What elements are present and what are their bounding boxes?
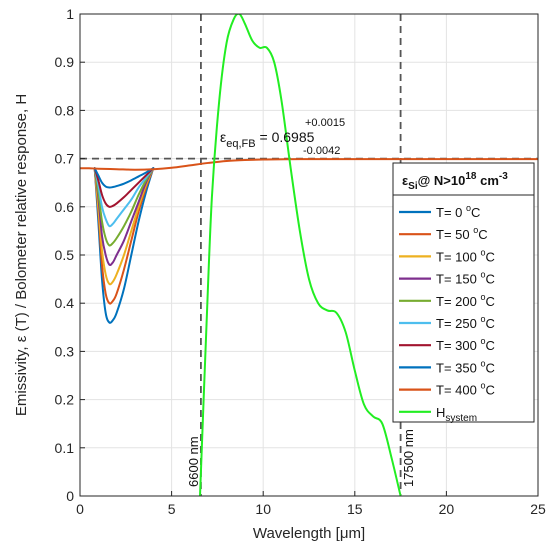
legend-label-subscript: system	[445, 413, 477, 424]
eps-annotation: εeq,FB = 0.6985	[220, 129, 315, 150]
series-line-t-250-c	[93, 167, 155, 228]
series-line-t-400-c	[80, 158, 538, 171]
series-line-t-50-c	[93, 167, 155, 305]
x-tick-label: 25	[530, 501, 546, 517]
legend-entries: T= 0 oCT= 50 oCT= 100 oCT= 150 oCT= 200 …	[399, 203, 495, 424]
legend-label-text: H	[436, 405, 445, 420]
legend-label-degree: o	[480, 381, 485, 391]
legend-label-t-100-c: T= 100 oC	[436, 247, 495, 264]
axis-ticks: 0 5 10 15 20 25 0 0.1 0.2 0.3 0.4 0.5 0.6 0.7 0.8 0.9 1	[55, 6, 546, 517]
legend-label-degree: o	[480, 314, 485, 324]
legend-label-t-400-c: T= 400 oC	[436, 381, 495, 398]
x-tick-label: 0	[76, 501, 84, 517]
legend-label-t-200-c: T= 200 oC	[436, 292, 495, 309]
y-tick-label: 0.6	[55, 199, 75, 215]
y-axis-label: Emissivity, ε (T) / Bolometer relative r…	[13, 94, 30, 416]
legend-label-unit: C	[485, 338, 494, 353]
legend-label-text: T= 250	[436, 316, 480, 331]
y-tick-label: 1	[66, 6, 74, 22]
legend-title: εSi@ N>1018 cm-3	[402, 171, 508, 192]
legend-label-degree: o	[480, 336, 485, 346]
right-cutoff-label: 17500 nm	[401, 429, 416, 487]
x-tick-label: 5	[168, 501, 176, 517]
series-line-h-system	[199, 14, 402, 496]
legend-label-unit: C	[485, 272, 494, 287]
series-line-t-150-c	[93, 167, 155, 266]
legend-box	[392, 194, 535, 423]
legend-label-t-350-c: T= 350 oC	[436, 358, 495, 375]
eps-plus-annotation: +0.0015	[305, 117, 345, 129]
eps-symbol: ε	[220, 129, 226, 145]
series-line-t-200-c	[93, 167, 155, 247]
legend-label-degree: o	[480, 292, 485, 302]
legend-title-si: Si	[408, 181, 418, 192]
legend-label-text: T= 350	[436, 360, 480, 375]
legend-title-eps: ε	[402, 173, 408, 188]
legend-label-unit: C	[485, 316, 494, 331]
legend-label-t-0-c: T= 0 oC	[436, 203, 480, 220]
legend-label-unit: C	[485, 249, 494, 264]
eps-value: = 0.6985	[256, 129, 315, 145]
legend-label-text: T= 200	[436, 294, 480, 309]
y-tick-label: 0.8	[55, 102, 75, 118]
x-axis-label: Wavelength [μm]	[253, 525, 365, 542]
legend-title-exp: 18	[465, 171, 477, 182]
legend-title-n: @ N>10	[418, 173, 466, 188]
y-tick-label: 0.9	[55, 54, 75, 70]
series-line-t-350-c	[93, 167, 155, 189]
legend-label-degree: o	[480, 270, 485, 280]
x-tick-label: 15	[347, 501, 363, 517]
legend-label-t-300-c: T= 300 oC	[436, 336, 495, 353]
series-line-t-300-c	[93, 167, 155, 208]
legend-label-text: T= 150	[436, 272, 480, 287]
legend: εSi@ N>1018 cm-3 T= 0 oCT= 50 oCT= 100 o…	[392, 162, 535, 424]
legend-label-unit: C	[485, 360, 494, 375]
legend-label-text: T= 100	[436, 249, 480, 264]
legend-label-text: T= 300	[436, 338, 480, 353]
legend-label-degree: o	[473, 225, 478, 235]
y-tick-label: 0.1	[55, 440, 75, 456]
y-tick-label: 0.4	[55, 295, 75, 311]
eps-minus-annotation: -0.0042	[303, 145, 340, 157]
legend-label-text: T= 400	[436, 383, 480, 398]
y-tick-label: 0.7	[55, 151, 75, 167]
legend-label-unit: C	[485, 383, 494, 398]
y-tick-label: 0.3	[55, 343, 75, 359]
y-tick-label: 0.5	[55, 247, 75, 263]
legend-label-degree: o	[480, 247, 485, 257]
series-line-t-100-c	[93, 167, 155, 286]
series-line-t-0-c	[93, 167, 155, 324]
legend-title-box	[392, 162, 535, 196]
legend-label-t-50-c: T= 50 oC	[436, 225, 488, 242]
eps-subscript: eq,FB	[226, 138, 255, 150]
legend-label-text: T= 50	[436, 227, 473, 242]
legend-label-h-system: Hsystem	[436, 405, 477, 424]
left-cutoff-label: 6600 nm	[186, 436, 201, 487]
legend-label-degree: o	[480, 358, 485, 368]
legend-label-text: T= 0	[436, 205, 466, 220]
x-tick-label: 20	[439, 501, 455, 517]
legend-title-unit: cm	[476, 173, 498, 188]
x-tick-label: 10	[255, 501, 271, 517]
legend-label-degree: o	[466, 203, 471, 213]
series-lines	[80, 14, 538, 496]
legend-label-t-250-c: T= 250 oC	[436, 314, 495, 331]
y-tick-label: 0.2	[55, 392, 75, 408]
legend-label-unit: C	[478, 227, 487, 242]
y-tick-label: 0	[66, 488, 74, 504]
legend-label-unit: C	[485, 294, 494, 309]
legend-label-t-150-c: T= 150 oC	[436, 270, 495, 287]
legend-label-unit: C	[471, 205, 480, 220]
legend-title-unit-exp: -3	[499, 171, 508, 182]
